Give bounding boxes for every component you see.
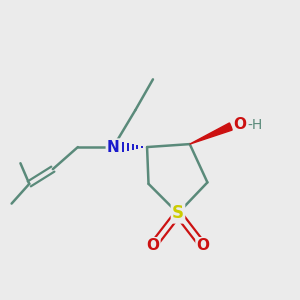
Text: O: O — [196, 238, 209, 253]
Text: O: O — [146, 238, 159, 253]
Polygon shape — [190, 123, 232, 144]
Text: N: N — [107, 140, 120, 154]
Text: S: S — [172, 204, 184, 222]
Text: O: O — [233, 118, 246, 133]
Text: -H: -H — [247, 118, 262, 132]
